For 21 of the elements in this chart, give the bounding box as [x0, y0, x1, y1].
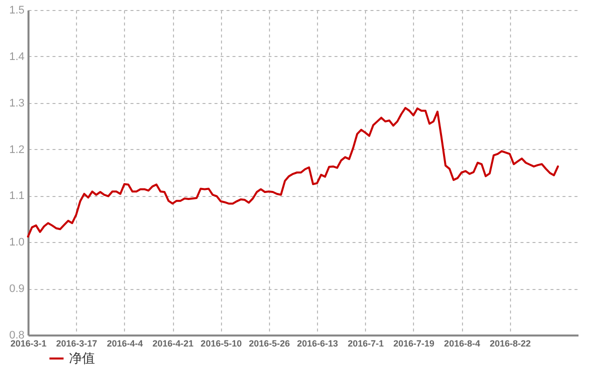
x-tick-label: 2016-3-1	[10, 338, 47, 348]
x-tick-label: 2016-4-21	[152, 338, 194, 348]
y-tick-label: 1.3	[9, 97, 24, 110]
x-tick-label: 2016-7-19	[393, 338, 434, 348]
x-tick-label: 2016-6-13	[297, 338, 338, 348]
x-tick-label: 2016-8-22	[490, 338, 531, 348]
y-tick-label: 0.8	[9, 330, 24, 342]
x-tick-label: 2016-5-10	[200, 338, 242, 348]
x-tick-label: 2016-8-4	[444, 338, 480, 348]
y-tick-label: 1.5	[9, 4, 24, 16]
x-tick-label: 2016-4-4	[106, 338, 143, 348]
y-tick-label: 1.4	[9, 50, 24, 63]
y-tick-label: 1.1	[9, 190, 24, 202]
x-tick-label: 2016-5-26	[248, 338, 290, 348]
x-tick-label: 2016-7-1	[348, 338, 384, 348]
line-series	[27, 106, 559, 238]
x-tick-label: 2016-3-17	[56, 338, 98, 348]
y-tick-label: 1.0	[9, 236, 24, 249]
legend-label: 净值	[69, 352, 95, 365]
y-tick-label: 1.2	[9, 144, 24, 156]
y-tick-label: 0.9	[9, 283, 24, 296]
